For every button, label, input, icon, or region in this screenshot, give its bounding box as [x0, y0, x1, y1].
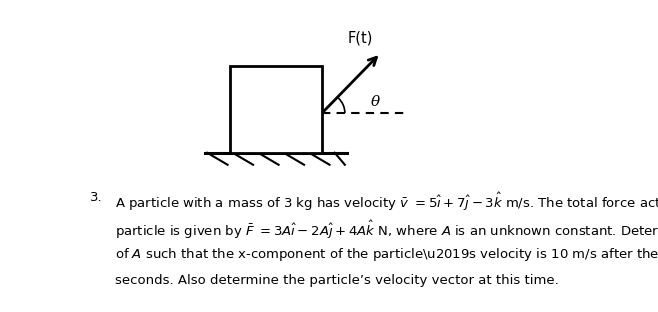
- Text: of $A$ such that the x-component of the particle\u2019s velocity is 10 m/s after: of $A$ such that the x-component of the …: [115, 246, 658, 263]
- Text: A particle with a mass of 3 kg has velocity $\bar{v}$ $= 5\hat{\imath} + 7\hat{\: A particle with a mass of 3 kg has veloc…: [115, 191, 658, 213]
- Text: F(t): F(t): [347, 31, 373, 46]
- Text: particle is given by $\bar{F}$ $= 3A\hat{\imath} - 2A\hat{\jmath} + 4A\hat{k}$ N: particle is given by $\bar{F}$ $= 3A\hat…: [115, 219, 658, 241]
- Bar: [230, 66, 322, 153]
- Text: seconds. Also determine the particle’s velocity vector at this time.: seconds. Also determine the particle’s v…: [115, 274, 559, 287]
- Text: θ: θ: [371, 95, 380, 109]
- Text: 3.: 3.: [90, 191, 103, 204]
